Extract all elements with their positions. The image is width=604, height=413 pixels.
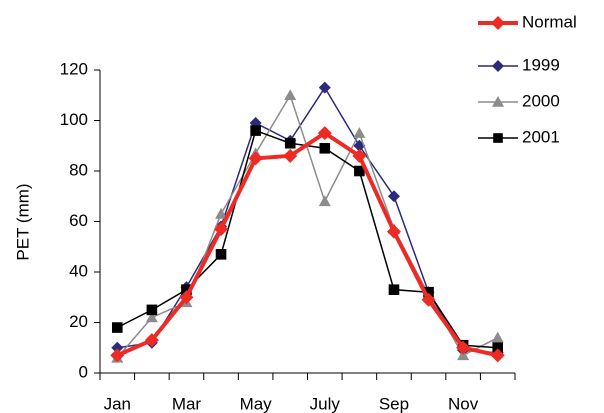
data-point xyxy=(456,340,471,355)
legend-label: 2001 xyxy=(522,127,560,146)
y-tick-label: 0 xyxy=(79,362,88,381)
legend-label: Normal xyxy=(522,12,577,31)
data-point xyxy=(353,127,366,138)
data-point xyxy=(491,331,504,343)
data-point xyxy=(248,151,263,166)
y-tick-label: 20 xyxy=(69,312,88,331)
data-point xyxy=(388,284,400,295)
x-tick-label: Nov xyxy=(448,394,479,413)
data-point xyxy=(214,222,229,237)
data-point xyxy=(110,348,125,363)
y-tick-label: 60 xyxy=(69,211,88,230)
data-point xyxy=(111,322,123,333)
data-point xyxy=(111,341,124,354)
data-point xyxy=(386,224,401,239)
data-point xyxy=(179,290,194,305)
legend-label: 2000 xyxy=(522,91,560,110)
data-point xyxy=(318,81,331,94)
legend-marker xyxy=(492,60,504,72)
data-point xyxy=(250,125,261,136)
series-line xyxy=(116,130,499,358)
data-point xyxy=(490,348,505,363)
y-tick-label: 80 xyxy=(69,160,88,179)
data-point xyxy=(144,333,159,348)
y-axis-label: PET (mm) xyxy=(13,183,32,260)
data-point xyxy=(318,195,331,207)
data-point xyxy=(284,89,297,101)
legend-label: 1999 xyxy=(522,55,560,74)
x-tick-label: July xyxy=(310,394,341,413)
data-point xyxy=(387,190,400,203)
x-tick-label: Jan xyxy=(104,394,131,413)
data-point xyxy=(283,148,298,163)
data-point xyxy=(146,304,158,316)
legend-marker xyxy=(493,133,503,143)
data-point xyxy=(319,142,331,154)
legend-marker xyxy=(491,16,505,30)
data-point xyxy=(284,137,296,149)
data-point xyxy=(317,126,332,141)
y-tick-label: 40 xyxy=(69,261,88,280)
x-tick-label: May xyxy=(240,394,273,413)
data-point xyxy=(421,292,436,307)
data-point xyxy=(215,249,227,260)
data-point xyxy=(215,207,228,219)
x-tick-label: Sep xyxy=(379,394,409,413)
y-tick-label: 120 xyxy=(60,59,88,78)
legend-marker xyxy=(492,96,504,107)
y-tick-label: 100 xyxy=(60,110,88,129)
x-tick-label: Mar xyxy=(172,394,202,413)
data-point xyxy=(145,311,158,323)
data-point xyxy=(352,148,367,163)
